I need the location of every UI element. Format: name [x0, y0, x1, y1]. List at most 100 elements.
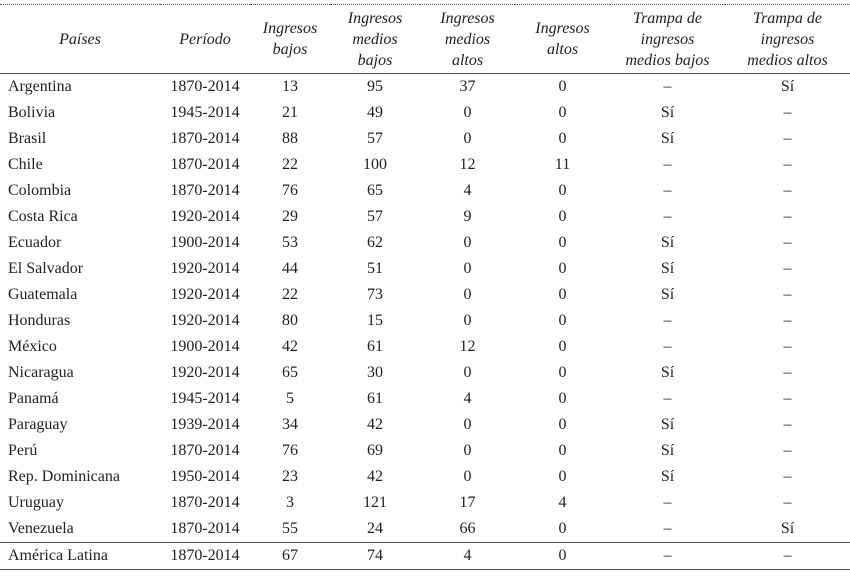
table-row: Chile 1870-2014 22 100 12 11 – –: [0, 152, 850, 178]
table-cell: 1950-2014: [170, 468, 240, 485]
table-cell: 1870-2014: [160, 542, 250, 570]
table-cell: 0: [463, 364, 472, 381]
table-cell: 23: [282, 468, 298, 485]
table-cell: 15: [367, 312, 383, 329]
table-row: Panamá 1945-2014 5 61 4 0 – –: [0, 386, 850, 412]
table-cell: 1870-2014: [170, 494, 240, 511]
table-cell: 121: [363, 494, 387, 511]
table-cell: 51: [367, 260, 383, 277]
table-cell: 3: [286, 494, 294, 511]
table-cell: 1870-2014: [170, 520, 240, 537]
table-cell: 30: [367, 364, 383, 381]
table-row: México 1900-2014 42 61 12 0 – –: [0, 334, 850, 360]
table-cell: 53: [282, 234, 298, 251]
table-cell: 12: [459, 338, 476, 355]
table-cell: –: [783, 468, 792, 485]
table-cell: 100: [363, 156, 387, 173]
table-cell: 1945-2014: [170, 104, 240, 121]
table-cell: 11: [554, 156, 571, 173]
table-row: Perú 1870-2014 76 69 0 0 Sí –: [0, 438, 850, 464]
table-cell: 0: [558, 104, 567, 121]
row-label: Argentina: [8, 78, 72, 95]
table-cell: 0: [558, 130, 567, 147]
table-cell: 55: [282, 520, 298, 537]
table-cell: –: [783, 390, 792, 407]
column-header: Ingresos altos: [515, 4, 610, 74]
table-cell: 1920-2014: [170, 260, 240, 277]
table-cell: 0: [558, 234, 567, 251]
table-cell: 0: [558, 468, 567, 485]
table-cell: 0: [558, 78, 567, 95]
row-label: Colombia: [8, 182, 72, 199]
table-row: Costa Rica 1920-2014 29 57 9 0 – –: [0, 204, 850, 230]
table-cell: –: [663, 182, 672, 199]
row-label: Paraguay: [8, 416, 68, 433]
table-cell: 22: [282, 286, 298, 303]
table-cell: 1920-2014: [170, 286, 240, 303]
table-cell: 34: [282, 416, 298, 433]
column-header: Trampa de ingresos medios bajos: [610, 4, 725, 74]
table-cell: 1870-2014: [170, 182, 240, 199]
table-cell: –: [783, 208, 792, 225]
table-row: Bolivia 1945-2014 21 49 0 0 Sí –: [0, 100, 850, 126]
table-header: Países Período Ingresos bajos Ingresos medi…: [0, 4, 850, 74]
table-cell: 0: [558, 390, 567, 407]
table-cell: 1870-2014: [170, 156, 240, 173]
row-label: Uruguay: [8, 494, 64, 511]
column-header: Ingresos medios altos: [420, 4, 515, 74]
table-cell: 0: [558, 182, 567, 199]
table-cell: 57: [367, 130, 383, 147]
table-cell: 0: [463, 130, 472, 147]
table-cell: Sí: [660, 286, 675, 303]
table-cell: 65: [282, 364, 298, 381]
table-cell: Sí: [780, 520, 795, 537]
table-cell: –: [783, 156, 792, 173]
row-label: Guatemala: [8, 286, 78, 303]
table-cell: 0: [463, 416, 472, 433]
table-cell: 0: [463, 104, 472, 121]
table-cell: 76: [282, 182, 298, 199]
table-cell: 0: [558, 338, 567, 355]
table-cell: 1900-2014: [170, 338, 240, 355]
table-cell: 67: [250, 542, 330, 570]
column-header: Trampa de ingresos medios altos: [725, 4, 850, 74]
table-cell: –: [663, 520, 672, 537]
table-cell: 12: [459, 156, 476, 173]
table-cell: 29: [282, 208, 298, 225]
table-cell: Sí: [660, 234, 675, 251]
table-cell: 0: [558, 208, 567, 225]
table-cell: 57: [367, 208, 383, 225]
table-cell: 5: [286, 390, 294, 407]
column-header: Países: [0, 4, 160, 74]
table-cell: 44: [282, 260, 298, 277]
table-cell: 0: [463, 468, 472, 485]
row-label: Bolivia: [8, 104, 56, 121]
table-cell: 0: [558, 520, 567, 537]
table-cell: –: [610, 542, 725, 570]
table-cell: 24: [367, 520, 383, 537]
table-cell: Sí: [660, 364, 675, 381]
table-cell: –: [783, 286, 792, 303]
table-cell: 1945-2014: [170, 390, 240, 407]
table-cell: –: [783, 104, 792, 121]
table-cell: Sí: [660, 442, 675, 459]
header-row: Países Período Ingresos bajos Ingresos medi…: [0, 4, 850, 74]
row-label: Chile: [8, 156, 43, 173]
table-row: Argentina 1870-2014 13 95 37 0 – Sí: [0, 74, 850, 101]
table-cell: 0: [463, 312, 472, 329]
table-cell: 76: [282, 442, 298, 459]
table-cell: –: [663, 390, 672, 407]
table-cell: –: [783, 442, 792, 459]
row-label: Panamá: [8, 390, 59, 407]
row-label: Honduras: [8, 312, 71, 329]
table-cell: –: [725, 542, 850, 570]
table-cell: 4: [420, 542, 515, 570]
table-cell: 66: [459, 520, 476, 537]
table-cell: 0: [558, 364, 567, 381]
table-row: Ecuador 1900-2014 53 62 0 0 Sí –: [0, 230, 850, 256]
footer-row: América Latina 1870-2014 67 74 4 0– –: [0, 542, 850, 570]
table-row: Nicaragua 1920-2014 65 30 0 0 Sí –: [0, 360, 850, 386]
table-cell: 62: [367, 234, 383, 251]
table-cell: 4: [463, 182, 472, 199]
